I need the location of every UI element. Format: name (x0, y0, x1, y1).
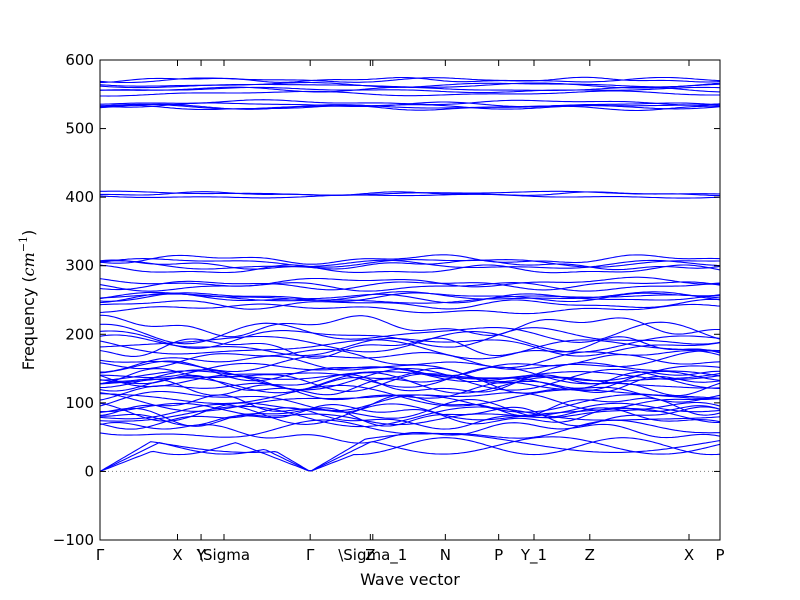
band-line (99, 259, 721, 271)
y-axis-title: Frequency (cm−1) (17, 230, 38, 371)
band-line (100, 314, 720, 338)
band-line (99, 276, 720, 288)
y-tick-label: 600 (65, 51, 94, 69)
y-tick-label: 300 (65, 257, 94, 275)
x-tick-label: Y (195, 546, 206, 564)
y-axis-unit-exp: −1 (17, 236, 30, 252)
band-line (99, 370, 721, 381)
band-line (99, 348, 721, 370)
y-axis-title-paren-close: ) (19, 230, 38, 236)
band-line (100, 76, 721, 83)
band-line (99, 258, 720, 268)
band-line (100, 190, 720, 196)
x-tick-label: \Sigma_1 (338, 546, 407, 565)
band-line (99, 404, 721, 427)
x-tick-label: P (715, 546, 724, 564)
y-tick-label: 500 (65, 120, 94, 138)
band-line (99, 381, 721, 403)
band-line (99, 293, 721, 304)
band-line (100, 86, 721, 93)
band-line (99, 254, 721, 265)
y-tick-label: 200 (65, 325, 94, 343)
band-line (99, 407, 721, 430)
band-line (99, 367, 720, 391)
band-line (99, 103, 721, 110)
x-tick-label: \Sigma (198, 546, 250, 564)
band-line (99, 104, 721, 112)
band-line (99, 292, 720, 303)
band-line (99, 366, 721, 388)
band-line (99, 334, 721, 357)
band-line (99, 280, 721, 291)
band-line (99, 327, 721, 349)
band-line (99, 437, 721, 472)
band-lines (99, 76, 721, 472)
y-tick-label: 100 (65, 394, 94, 412)
band-line (99, 336, 721, 359)
band-line (99, 403, 720, 425)
band-line (99, 432, 721, 472)
band-line (99, 264, 721, 274)
x-tick-label: Γ (306, 546, 315, 564)
kpoint-ticks: Γ X Y\Sigma Γ Z\Sigma_1 N P Y_1 Z X P (96, 60, 725, 565)
x-tick-label: X (172, 546, 182, 564)
band-line (99, 298, 721, 310)
x-tick-label: Γ (96, 546, 105, 564)
y-tick-label: −100 (53, 531, 94, 549)
band-line (100, 362, 721, 383)
y-axis-title-group: Frequency (cm−1) (17, 230, 38, 371)
band-line (100, 99, 721, 106)
band-line (99, 339, 721, 360)
y-tick-label: 400 (65, 188, 94, 206)
band-line (100, 321, 721, 345)
band-line (99, 436, 721, 472)
band-line (99, 103, 721, 110)
band-line (99, 259, 721, 270)
x-tick-label: N (440, 546, 451, 564)
x-tick-label: Z (585, 546, 595, 564)
band-line (100, 90, 720, 97)
plot-frame (99, 59, 721, 541)
band-line (99, 282, 721, 292)
band-line (99, 421, 721, 444)
band-line (99, 303, 721, 315)
band-line (99, 193, 721, 199)
y-axis-title-paren-open: ( (19, 276, 38, 287)
band-line (99, 406, 721, 427)
y-tick-label: 0 (84, 462, 94, 480)
band-line (99, 394, 721, 417)
band-line (99, 86, 721, 94)
y-axis-ticks: −100 0 100 200 300 400 500 600 (53, 51, 720, 549)
band-line (100, 354, 721, 377)
band-line (100, 384, 721, 407)
x-tick-label: Y_1 (520, 546, 547, 565)
y-axis-title-text: Frequency (19, 288, 38, 371)
band-line (99, 291, 721, 301)
y-axis-unit: cm (19, 252, 38, 276)
x-tick-label: X (684, 546, 694, 564)
band-line (99, 76, 721, 84)
x-tick-label: P (494, 546, 503, 564)
band-line (99, 398, 721, 422)
band-line (99, 392, 721, 413)
band-line (99, 292, 721, 304)
x-axis-title: Wave vector (360, 570, 460, 589)
band-line (99, 390, 721, 412)
x-tick-label: Z (365, 546, 375, 564)
